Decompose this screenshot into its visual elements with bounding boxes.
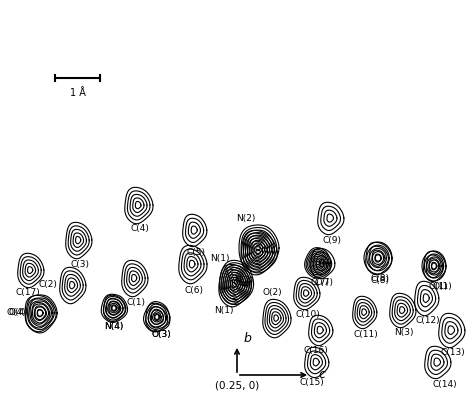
Text: C(3): C(3) <box>71 259 90 268</box>
Text: N(1): N(1) <box>214 306 234 315</box>
Text: C(17): C(17) <box>16 288 40 297</box>
Text: b: b <box>244 331 252 344</box>
Text: O(4): O(4) <box>8 308 28 317</box>
Text: N(1): N(1) <box>210 255 230 264</box>
Text: C(1): C(1) <box>127 297 146 306</box>
Text: C(11): C(11) <box>354 330 378 339</box>
Text: C(12): C(12) <box>416 317 440 326</box>
Text: N(2): N(2) <box>237 213 255 222</box>
Text: O(2): O(2) <box>262 288 282 297</box>
Text: O(1): O(1) <box>432 282 452 290</box>
Text: C(14): C(14) <box>433 379 457 388</box>
Text: N(4): N(4) <box>104 322 124 330</box>
Text: O(4): O(4) <box>6 308 26 317</box>
Text: N(4): N(4) <box>104 322 124 330</box>
Text: (0.25, 0): (0.25, 0) <box>215 380 259 390</box>
Text: C(4): C(4) <box>130 224 149 233</box>
Text: C(8): C(8) <box>371 273 390 282</box>
Text: 1 Å: 1 Å <box>70 88 85 98</box>
Text: O(3): O(3) <box>151 330 171 339</box>
Text: C(2): C(2) <box>38 281 57 290</box>
Text: C(13): C(13) <box>441 348 465 357</box>
Text: N(3): N(3) <box>394 328 414 337</box>
Text: N(2): N(2) <box>234 275 254 284</box>
Text: C(6): C(6) <box>184 286 203 295</box>
Text: C(7): C(7) <box>310 279 329 288</box>
Text: C(10): C(10) <box>296 310 320 319</box>
Text: C(7): C(7) <box>315 279 334 288</box>
Text: C(15): C(15) <box>300 379 324 388</box>
Text: c: c <box>318 368 325 381</box>
Text: O(3): O(3) <box>151 330 171 339</box>
Text: O(1): O(1) <box>428 282 448 291</box>
Text: C(16): C(16) <box>304 346 328 355</box>
Text: C(8): C(8) <box>371 275 390 284</box>
Text: C(9): C(9) <box>322 235 341 244</box>
Text: C(5): C(5) <box>186 248 206 257</box>
